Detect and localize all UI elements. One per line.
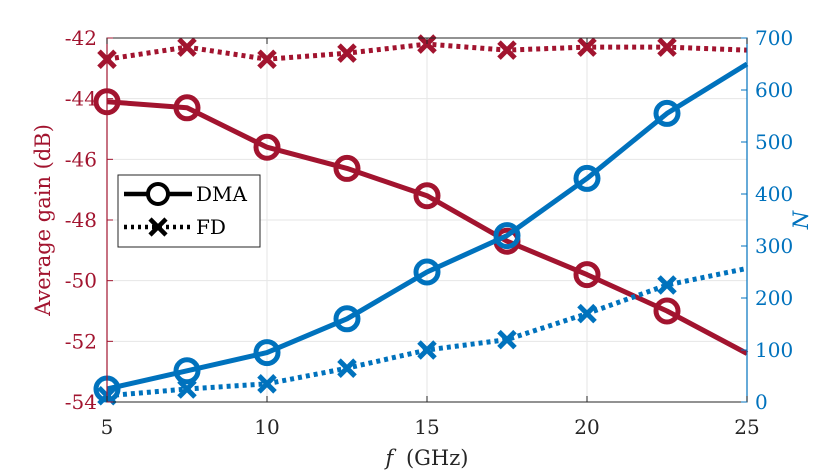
series-line: [106, 99, 749, 356]
series-layer: [93, 34, 749, 406]
data-point: [173, 357, 201, 385]
data-point-stroke: [497, 40, 517, 60]
y-right-tick-label: 500: [755, 130, 793, 154]
data-point: [653, 99, 681, 127]
data-point: [493, 222, 521, 250]
data-point: [413, 258, 441, 286]
y-left-tick-label: -42: [65, 26, 97, 50]
data-point-stroke: [177, 37, 197, 57]
y-right-tick-label: 600: [755, 78, 793, 102]
series-fd-n: [97, 265, 748, 406]
series-fd: [97, 34, 748, 70]
legend-box: [117, 174, 261, 248]
data-point: [417, 340, 437, 360]
data-point-stroke: [257, 49, 277, 70]
y-left-tick-label: -52: [65, 329, 97, 353]
x-axis-label-var: f: [383, 446, 396, 470]
data-point: [657, 275, 677, 295]
x-axis-label-unit: (GHz): [406, 446, 469, 470]
data-point: [653, 297, 681, 325]
y-left-tick-label: -44: [65, 87, 97, 111]
data-point-stroke: [497, 329, 517, 350]
data-point: [333, 154, 361, 182]
data-point: [173, 94, 201, 122]
tick-labels: 5 10 15 20 25 -54 -52 -50 -48 -46 -44 -42 0 100 200 300…: [65, 26, 793, 439]
data-point: [337, 358, 357, 378]
data-point: [253, 133, 281, 161]
data-point-stroke: [257, 374, 277, 394]
data-point-stroke: [657, 275, 677, 295]
y-right-tick-label: 300: [755, 234, 793, 258]
data-point: [573, 164, 601, 192]
y-left-tick-label: -54: [65, 390, 97, 414]
y-right-tick-label: 200: [755, 286, 793, 310]
legend-fd-marker: [148, 217, 168, 237]
x-tick-label: 20: [574, 415, 599, 439]
y-left-tick-label: -50: [65, 269, 97, 293]
data-point: [413, 182, 441, 210]
series-line: [106, 61, 749, 392]
y-right-axis-label: N: [789, 210, 813, 230]
series-line: [106, 265, 748, 399]
x-tick-label: 25: [734, 415, 759, 439]
legend-dma-marker: [146, 182, 170, 206]
data-point-stroke: [657, 37, 677, 57]
data-point-stroke: [577, 37, 597, 57]
data-point: [657, 37, 677, 57]
data-point: [417, 34, 437, 54]
data-point-stroke: [337, 43, 357, 63]
data-point: [333, 305, 361, 333]
legend-fd-label: FD: [196, 215, 226, 239]
data-point: [253, 339, 281, 367]
data-point: [497, 329, 517, 350]
y-right-tick-label: 700: [755, 26, 793, 50]
data-point: [573, 261, 601, 289]
y-right-tick-label: 400: [755, 182, 793, 206]
data-point: [177, 37, 197, 57]
y-right-tick-label: 0: [755, 390, 768, 414]
y-left-tick-label: -46: [65, 147, 97, 171]
data-point: [177, 379, 197, 399]
legend: DMA FD: [117, 174, 261, 248]
data-point-stroke: [177, 379, 197, 399]
data-point-stroke: [417, 340, 437, 360]
x-axis-label: f (GHz): [383, 446, 468, 470]
y-right-tick-label: 100: [755, 338, 793, 362]
data-point-stroke: [417, 34, 437, 54]
y-left-tick-label: -48: [65, 208, 97, 232]
data-point: [577, 303, 597, 324]
legend-entry-dma: DMA: [124, 182, 248, 206]
series-dma-n: [93, 61, 749, 403]
data-point: [337, 43, 357, 63]
legend-dma-label: DMA: [196, 182, 248, 206]
data-point: [577, 37, 597, 57]
data-point-stroke: [577, 303, 597, 324]
x-tick-label: 10: [254, 415, 279, 439]
data-point: [257, 49, 277, 70]
data-point: [497, 40, 517, 60]
x-tick-label: 5: [101, 415, 114, 439]
data-point-stroke: [337, 358, 357, 378]
data-point: [257, 374, 277, 394]
x-tick-label: 15: [414, 415, 439, 439]
y-left-axis-label: Average gain (dB): [31, 124, 55, 317]
legend-entry-fd: FD: [124, 215, 226, 239]
